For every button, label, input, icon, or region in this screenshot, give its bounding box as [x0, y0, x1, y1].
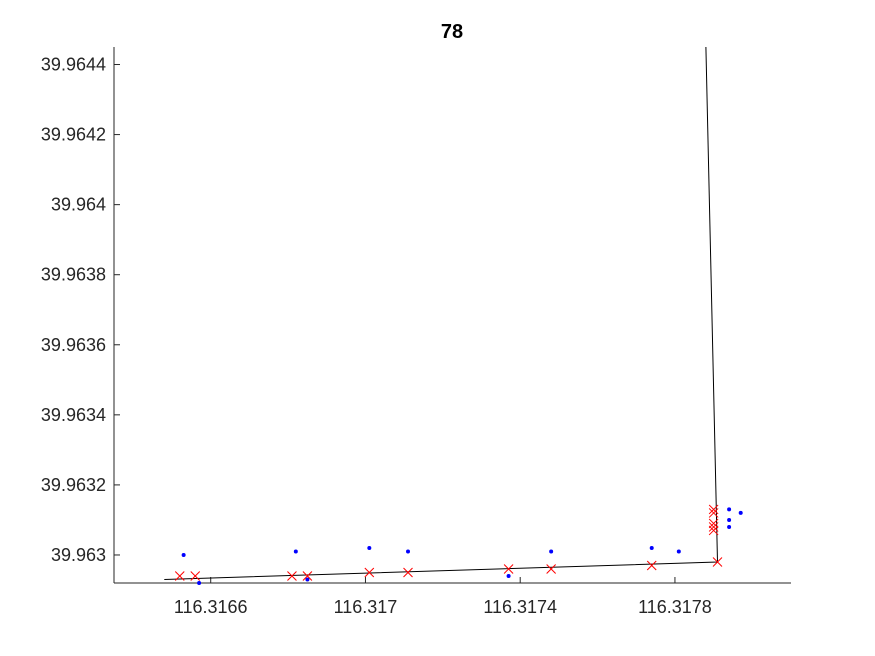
gps-point — [727, 517, 732, 522]
gps-point — [293, 549, 298, 554]
matched-point-x — [174, 571, 185, 581]
x-stroke — [708, 518, 719, 529]
x-stroke — [708, 525, 719, 536]
x-tick-label: 116.3166 — [174, 597, 248, 617]
matched-point-x — [708, 504, 719, 515]
matched-point-x — [708, 518, 719, 529]
x-stroke — [190, 571, 201, 581]
gps-point — [506, 573, 511, 578]
matched-point-x — [403, 567, 413, 578]
matched-point-x — [546, 564, 557, 574]
gps-point — [305, 577, 310, 582]
plot-area — [164, 46, 743, 585]
x-stroke — [302, 571, 313, 581]
gps-point — [727, 524, 732, 529]
x-stroke — [546, 564, 557, 574]
x-stroke — [287, 571, 297, 581]
matched-point-x — [287, 571, 297, 581]
x-tick-label: 116.317 — [334, 597, 398, 617]
y-tick-label: 39.9642 — [41, 125, 106, 145]
x-stroke — [403, 567, 413, 578]
x-stroke — [646, 560, 657, 571]
y-tick-label: 39.9638 — [41, 265, 106, 285]
matched-point-x — [646, 560, 657, 571]
y-tick-label: 39.964 — [51, 195, 106, 215]
x-stroke — [708, 508, 719, 518]
x-stroke — [364, 567, 375, 578]
gps-point — [367, 545, 372, 550]
x-tick-label: 116.3178 — [638, 597, 712, 617]
gps-point — [649, 545, 654, 550]
y-tick-label: 39.9632 — [41, 475, 106, 495]
gps-point — [676, 549, 681, 554]
tick-group: 116.3166 116.317 116.3174 116.3178 39.963 39.… — [41, 55, 712, 617]
y-tick-label: 39.9634 — [41, 405, 106, 425]
matched-point-x — [712, 557, 723, 567]
gps-point — [406, 549, 411, 554]
gps-point — [549, 549, 554, 554]
x-stroke — [712, 557, 723, 567]
y-tick-label: 39.963 — [51, 545, 106, 565]
x-stroke — [708, 504, 719, 515]
matched-point-x — [503, 564, 514, 574]
matched-point-x — [708, 508, 719, 518]
matched-point-x — [302, 571, 313, 581]
gps-point — [197, 581, 202, 585]
x-tick-label: 116.3174 — [483, 597, 557, 617]
gps-point — [727, 507, 732, 512]
y-tick-label: 39.9644 — [41, 55, 106, 75]
gps-point — [738, 510, 743, 515]
chart-title: 78 — [441, 21, 463, 43]
axes — [113, 47, 791, 584]
x-stroke — [503, 564, 514, 574]
matched-point-x — [364, 567, 375, 578]
matched-point-x — [708, 522, 719, 532]
matched-point-x — [708, 525, 719, 536]
gps-point — [181, 552, 186, 557]
y-tick-label: 39.9636 — [41, 335, 106, 355]
matched-point-x — [190, 571, 201, 581]
x-stroke — [708, 522, 719, 532]
x-stroke — [174, 571, 185, 581]
